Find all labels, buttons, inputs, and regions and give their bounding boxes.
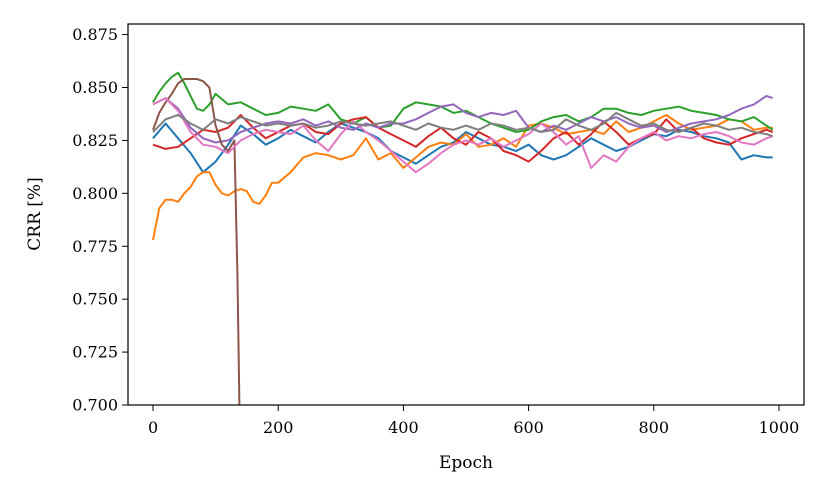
series-line-5 — [152, 95, 774, 144]
y-tick-label: 0.750 — [72, 290, 118, 309]
y-tick-label: 0.775 — [72, 237, 118, 256]
x-tick-label: 1000 — [759, 418, 800, 437]
series-line-3 — [152, 71, 774, 133]
x-tick-label: 600 — [513, 418, 544, 437]
series-line-6 — [152, 78, 241, 405]
y-tick-label: 0.725 — [72, 343, 118, 362]
series-layer — [152, 71, 774, 405]
x-axis-title: Epoch — [439, 453, 493, 473]
y-tick-label: 0.850 — [72, 78, 118, 97]
y-tick-label: 0.700 — [72, 396, 118, 415]
x-tick-label: 200 — [263, 418, 294, 437]
plot-frame — [127, 23, 805, 406]
series-line-7 — [152, 97, 774, 174]
x-tick-label: 0 — [148, 418, 158, 437]
series-line-4 — [152, 114, 774, 163]
y-tick-label: 0.800 — [72, 184, 118, 203]
ticks-layer: 0 200 400 600 800 1000 0.700 0.725 0.750 0.775 0.8… — [72, 25, 799, 437]
y-tick-label: 0.875 — [72, 25, 118, 44]
y-axis-title: CRR [%] — [25, 177, 45, 250]
x-tick-label: 800 — [639, 418, 670, 437]
y-tick-label: 0.825 — [72, 131, 118, 150]
series-line-8 — [152, 111, 774, 138]
x-tick-label: 400 — [388, 418, 419, 437]
series-line-2 — [152, 114, 773, 241]
